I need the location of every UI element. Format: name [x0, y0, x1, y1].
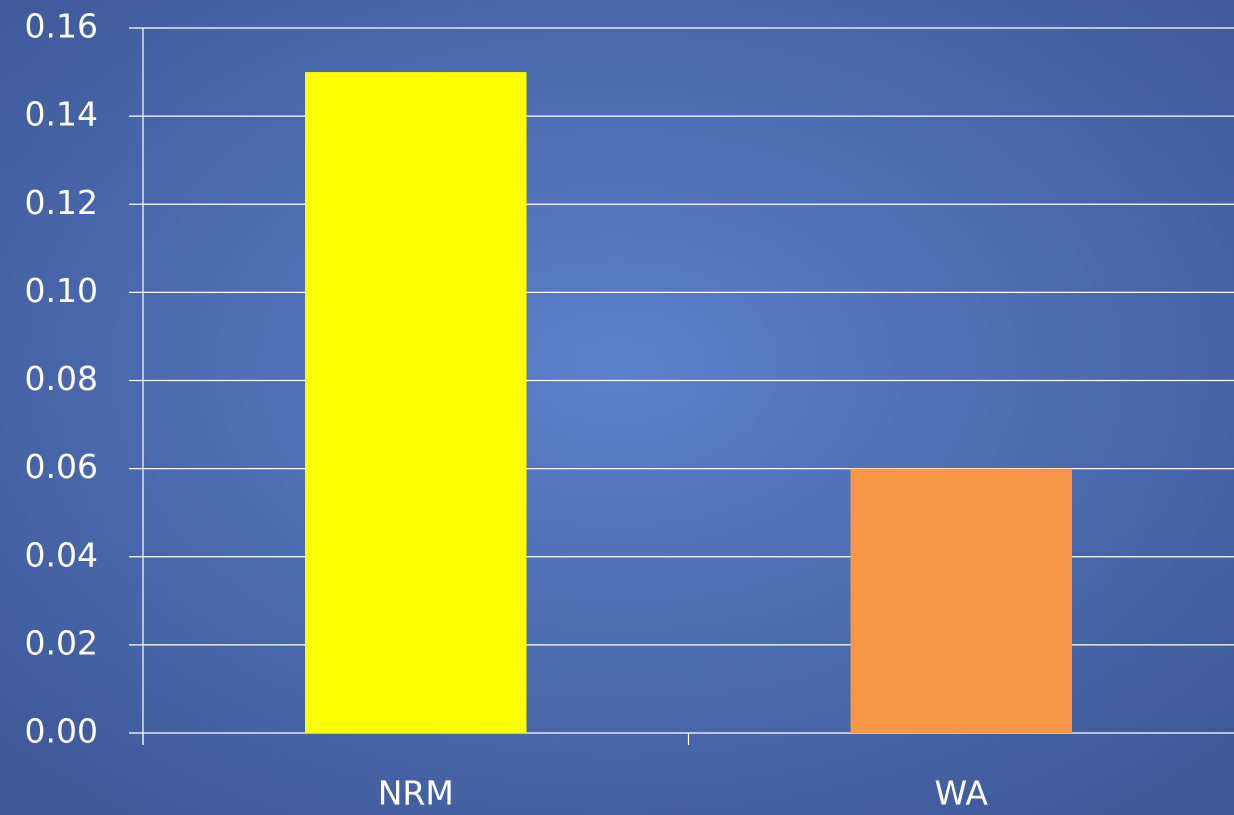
y-tick-label: 0.00 — [25, 712, 98, 751]
bar — [305, 72, 527, 733]
y-tick-label: 0.12 — [25, 183, 98, 222]
bar — [850, 468, 1072, 733]
y-tick-label: 0.06 — [25, 447, 98, 486]
y-tick-label: 0.02 — [25, 623, 98, 662]
y-tick-label: 0.16 — [25, 7, 98, 46]
y-tick-label: 0.10 — [25, 271, 98, 310]
x-tick-label: NRM — [378, 774, 454, 813]
y-tick-label: 0.04 — [25, 535, 98, 574]
y-tick-label: 0.14 — [25, 95, 98, 134]
x-tick-label: WA — [935, 774, 989, 813]
y-tick-label: 0.08 — [25, 359, 98, 398]
